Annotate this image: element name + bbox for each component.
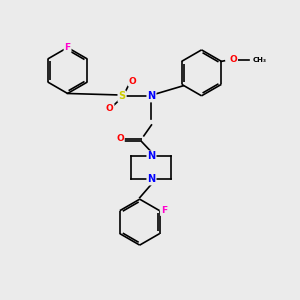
Text: O: O bbox=[229, 56, 237, 64]
Text: F: F bbox=[161, 206, 167, 215]
Text: N: N bbox=[147, 152, 155, 161]
Text: O: O bbox=[128, 76, 136, 85]
Text: N: N bbox=[147, 92, 155, 101]
Text: S: S bbox=[118, 92, 126, 101]
Text: N: N bbox=[147, 174, 155, 184]
Text: F: F bbox=[64, 43, 70, 52]
Text: O: O bbox=[116, 134, 124, 143]
Text: CH₃: CH₃ bbox=[253, 57, 267, 63]
Text: O: O bbox=[106, 104, 113, 113]
